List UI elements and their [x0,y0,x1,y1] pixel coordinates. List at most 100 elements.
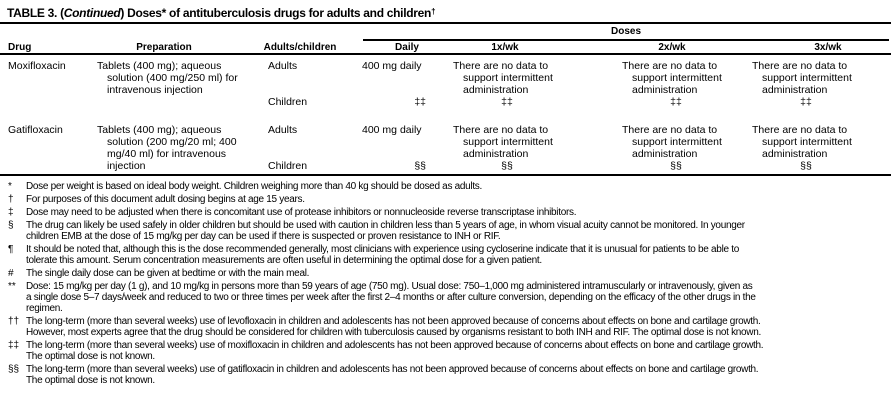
preparation-line: solution (200 mg/20 ml; 400 [107,136,237,148]
footnote-text: children EMB at the dose of 15 mg/kg per… [26,231,501,242]
footnote-section-sign: § The drug can likely be used safely in … [0,220,891,242]
no-data-line: administration [632,84,698,96]
no-data-line: administration [762,84,828,96]
footnote-double-double-dagger: ‡‡ The long-term (more than several week… [0,340,891,362]
footnote-text: tolerate this amount. Serum concentratio… [26,255,542,266]
children-footnote-marker: ‡‡ [414,96,426,108]
children-footnote-marker: §§ [670,160,682,172]
title-suffix: ) Doses* of antituberculosis drugs for a… [120,6,432,20]
children-footnote-marker: ‡‡ [670,96,682,108]
footnote-marker: ** [8,281,16,292]
dose-1x-wk-cell: There are no data to support intermitten… [432,60,595,108]
footnote-text: The optimal dose is not known. [26,351,155,362]
no-data-line: There are no data to [752,124,848,136]
footnotes-section: * Dose per weight is based on ideal body… [0,176,891,386]
drug-name: Moxifloxacin [8,60,66,72]
footnote-asterisk: * Dose per weight is based on ideal body… [0,181,891,192]
no-data-line: There are no data to [622,60,718,72]
table-bottom-rule [0,174,891,176]
footnote-dagger: † For purposes of this document adult do… [0,194,891,205]
footnote-text: For purposes of this document adult dosi… [26,194,305,205]
no-data-line: support intermittent [762,72,852,84]
adults-children-cell: Adults Children [258,60,352,108]
no-data-line: administration [463,84,529,96]
drug-name: Gatifloxacin [8,124,63,136]
footnote-text: The single daily dose can be given at be… [26,268,310,279]
footnote-marker: ‡‡ [8,340,20,351]
no-data-line: There are no data to [622,124,718,136]
footnote-marker: ¶ [8,244,14,255]
table-row-moxifloxacin: Moxifloxacin Tablets (400 mg); aqueous s… [0,60,891,108]
children-footnote-marker: §§ [414,160,426,172]
adults-label: Adults [268,60,298,72]
column-header-preparation: Preparation [136,42,192,53]
dose-2x-wk-cell: There are no data to support intermitten… [595,124,745,172]
footnote-marker: †† [8,316,20,327]
table-row-gatifloxacin: Gatifloxacin Tablets (400 mg); aqueous s… [0,124,891,172]
adult-daily-dose: 400 mg daily [362,124,422,136]
preparation-line: injection [107,160,146,172]
daily-dose-cell: 400 mg daily §§ [352,124,432,172]
dose-1x-wk-cell: There are no data to support intermitten… [432,124,595,172]
children-footnote-marker: ‡‡ [800,96,812,108]
doses-underline [363,39,889,41]
no-data-line: There are no data to [453,60,549,72]
footnote-double-section-sign: §§ The long-term (more than several week… [0,364,891,386]
footnote-text: Dose: 15 mg/kg per day (1 g), and 10 mg/… [26,281,753,292]
no-data-line: There are no data to [752,60,848,72]
no-data-line: administration [463,148,529,160]
footnote-double-dagger: ‡ Dose may need to be adjusted when ther… [0,207,891,218]
no-data-line: support intermittent [463,136,553,148]
preparation-cell: Tablets (400 mg); aqueous solution (400 … [90,60,258,108]
table-title: TABLE 3. (Continued) Doses* of antituber… [0,0,891,20]
footnote-text: Dose per weight is based on ideal body w… [26,181,482,192]
title-rule [0,22,891,24]
children-label: Children [268,160,308,172]
children-footnote-marker: §§ [501,160,513,172]
daily-dose-cell: 400 mg daily ‡‡ [352,60,432,108]
children-footnote-marker: §§ [800,160,812,172]
children-footnote-marker: ‡‡ [501,96,513,108]
preparation-line: Tablets (400 mg); aqueous [97,124,222,136]
column-header-3x-wk: 3x/wk [814,42,842,53]
dose-3x-wk-cell: There are no data to support intermitten… [745,60,891,108]
preparation-cell: Tablets (400 mg); aqueous solution (200 … [90,124,258,172]
footnote-text: regimen. [26,303,63,314]
no-data-line: support intermittent [632,136,722,148]
title-prefix: TABLE 3. ( [7,6,64,20]
column-header-drug: Drug [8,42,32,53]
footnote-text: It should be noted that, although this i… [26,244,739,255]
footnote-text: However, most experts agree that the dru… [26,327,761,338]
footnote-text: The long-term (more than several weeks) … [26,340,764,351]
preparation-line: mg/40 ml) for intravenous [107,148,227,160]
column-header-2x-wk: 2x/wk [658,42,686,53]
column-header-row: Drug Preparation Adults/children Daily 1… [0,42,891,54]
dose-2x-wk-cell: There are no data to support intermitten… [595,60,745,108]
no-data-line: support intermittent [762,136,852,148]
column-header-1x-wk: 1x/wk [491,42,519,53]
column-header-adults-children: Adults/children [263,42,337,53]
footnote-text: The optimal dose is not known. [26,375,155,386]
footnote-marker: * [8,181,12,192]
footnote-marker: † [8,194,14,205]
adult-daily-dose: 400 mg daily [362,60,422,72]
children-label: Children [268,96,308,108]
dose-3x-wk-cell: There are no data to support intermitten… [745,124,891,172]
table-body: Moxifloxacin Tablets (400 mg); aqueous s… [0,55,891,172]
preparation-line: intravenous injection [107,84,203,96]
footnote-text: a single dose 5–7 days/week and reduced … [26,292,756,303]
title-dagger-marker: † [431,7,436,16]
footnote-pilcrow: ¶ It should be noted that, although this… [0,244,891,266]
footnote-text: The long-term (more than several weeks) … [26,364,759,375]
no-data-line: support intermittent [632,72,722,84]
no-data-line: There are no data to [453,124,549,136]
adults-label: Adults [268,124,298,136]
footnote-marker: # [8,268,14,279]
footnote-marker: § [8,220,14,231]
footnote-marker: ‡ [8,207,14,218]
footnote-text: The long-term (more than several weeks) … [26,316,761,327]
footnote-double-dagger-dagger: †† The long-term (more than several week… [0,316,891,338]
column-header-daily: Daily [395,42,419,53]
footnote-double-asterisk: ** Dose: 15 mg/kg per day (1 g), and 10 … [0,281,891,314]
